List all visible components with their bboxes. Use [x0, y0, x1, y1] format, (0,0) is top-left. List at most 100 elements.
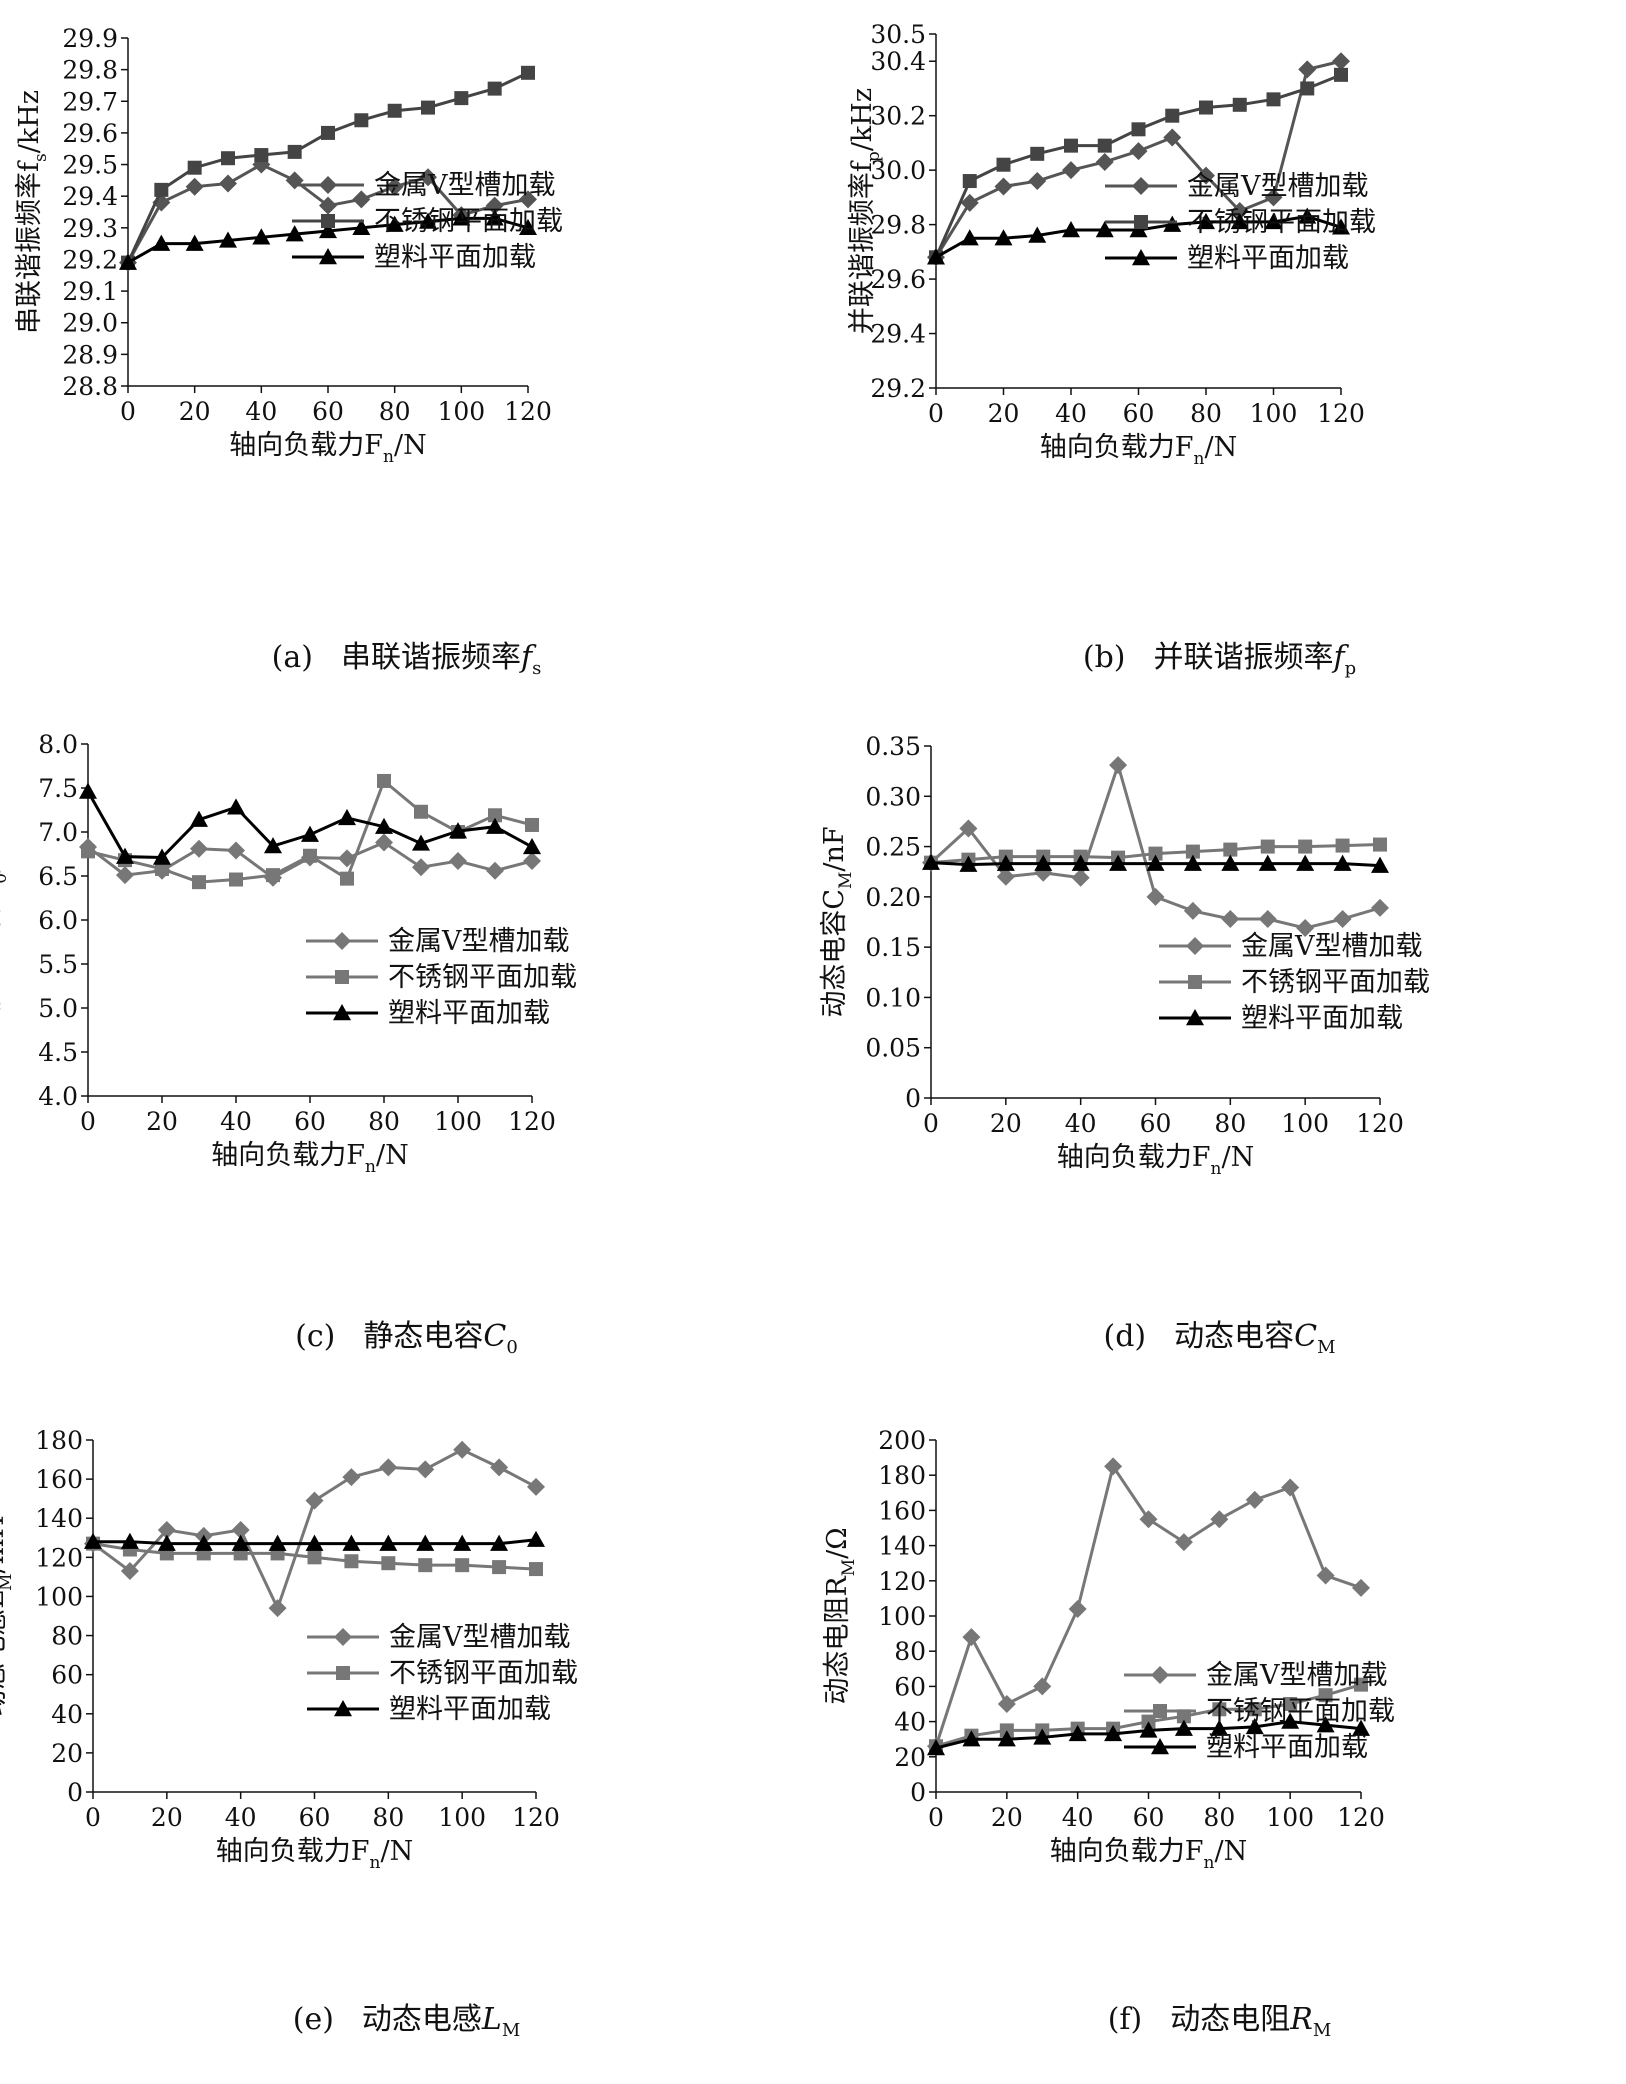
- x-tick-label: 60: [1140, 1109, 1172, 1138]
- data-point: [1245, 1717, 1264, 1735]
- data-point: [488, 808, 502, 823]
- data-point: [1071, 868, 1090, 887]
- chart-panel-c: 4.0 4.5 5.0 5.5 6.0 6.5 7.0 7.5 8.0 0 20 40 60 80 100 1…: [0, 694, 813, 1388]
- data-point: [1146, 854, 1165, 871]
- y-tick-label: 30.4: [870, 47, 926, 76]
- data-point: [1281, 1478, 1300, 1497]
- data-point: [519, 190, 537, 209]
- data-point: [1352, 1578, 1370, 1597]
- x-axis-title: 轴向负载力Fn/N: [216, 1836, 413, 1873]
- chart-panel-d: 0 0.05 0.10 0.15 0.20 0.25 0.30 0.35 0 20 40 60 80 10…: [813, 694, 1626, 1388]
- data-point: [927, 1739, 945, 1756]
- y-tick-label: 100: [35, 1582, 83, 1611]
- data-point: [1028, 172, 1047, 191]
- caption-tag: (e): [292, 2002, 334, 2037]
- data-point: [1176, 1709, 1191, 1724]
- data-point: [307, 1550, 322, 1565]
- caption-symbol: f: [520, 640, 533, 675]
- y-tick-label: 180: [878, 1461, 926, 1490]
- data-point: [1334, 67, 1348, 82]
- data-point: [319, 221, 337, 239]
- data-point: [338, 808, 356, 826]
- data-point: [287, 144, 302, 159]
- data-point: [1300, 81, 1315, 96]
- y-tick-label: 6.0: [38, 906, 78, 935]
- y-axis-title: 串联谐振频率fs/kHz: [14, 90, 51, 334]
- legend-marker: [335, 970, 349, 984]
- data-point: [485, 196, 504, 215]
- y-axis-title: 动态电容CM/nF: [819, 826, 856, 1017]
- data-point: [490, 1534, 509, 1551]
- x-tick-label: 80: [1203, 1803, 1235, 1832]
- data-point: [219, 174, 237, 193]
- data-point: [301, 825, 319, 842]
- data-point: [194, 1534, 213, 1551]
- data-point: [375, 833, 393, 852]
- data-point: [1223, 842, 1238, 857]
- legend-label: 塑料平面加载: [374, 242, 536, 273]
- data-point: [227, 841, 245, 860]
- data-point: [379, 1458, 398, 1477]
- x-tick-label: 80: [368, 1107, 400, 1136]
- data-point: [1174, 1719, 1193, 1736]
- data-point: [1034, 863, 1053, 882]
- data-point: [1318, 1688, 1333, 1703]
- data-point: [1071, 854, 1090, 871]
- data-point: [523, 837, 541, 855]
- y-tick-label: 60: [51, 1661, 83, 1690]
- panel-caption: (a) 串联谐振频率fs: [0, 632, 813, 679]
- data-point: [185, 234, 204, 251]
- y-tick-label: 28.8: [62, 372, 118, 401]
- y-tick-label: 140: [878, 1532, 926, 1561]
- data-point: [319, 196, 337, 215]
- legend-label: 不锈钢平面加载: [1241, 967, 1430, 998]
- data-point: [1210, 1510, 1229, 1529]
- legend-item: 塑料平面加载: [306, 998, 550, 1029]
- data-point: [449, 822, 467, 839]
- data-point: [264, 837, 282, 854]
- caption-subscript: M: [1312, 2020, 1332, 2041]
- y-tick-label: 29.3: [62, 214, 118, 243]
- x-tick-label: 40: [225, 1803, 257, 1832]
- data-point: [1183, 854, 1202, 871]
- x-tick-label: 120: [1317, 399, 1365, 428]
- data-point: [486, 817, 504, 834]
- x-tick-label: 40: [245, 397, 277, 426]
- caption-subscript: M: [501, 2020, 521, 2041]
- caption-symbol: R: [1290, 2002, 1313, 2037]
- data-point: [1109, 854, 1128, 871]
- x-tick-label: 20: [179, 397, 211, 426]
- data-point: [268, 1534, 287, 1551]
- data-point: [1139, 1510, 1158, 1529]
- data-point: [521, 65, 535, 80]
- y-tick-label: 29.6: [870, 265, 926, 294]
- data-point: [1062, 221, 1080, 238]
- data-point: [1131, 122, 1146, 137]
- chart-panel-a: 28.8 28.9 29.0 29.1 29.2 29.3 29.4 29.5 29.6 29.7…: [0, 0, 813, 694]
- legend-marker: [319, 248, 337, 265]
- x-tick-label: 120: [1337, 1803, 1385, 1832]
- caption-tag: (d): [1103, 1319, 1147, 1354]
- data-point: [486, 861, 504, 880]
- data-point: [996, 157, 1011, 172]
- x-axis-title: 轴向负载力Fn/N: [1050, 1836, 1247, 1873]
- legend-marker: [333, 932, 351, 950]
- x-tick-label: 100: [1266, 1803, 1314, 1832]
- y-tick-label: 28.9: [62, 340, 118, 369]
- x-axis-title: 轴向负载力Fn/N: [1040, 432, 1237, 469]
- legend-item: 不锈钢平面加载: [1124, 1696, 1395, 1727]
- x-tick-label: 40: [1062, 1803, 1094, 1832]
- caption-tag: (c): [295, 1319, 336, 1354]
- data-point: [527, 1530, 545, 1547]
- data-point: [268, 1599, 287, 1618]
- data-point: [416, 1460, 435, 1479]
- y-tick-label: 120: [878, 1567, 926, 1596]
- series-3: [119, 209, 537, 270]
- data-point: [1033, 1728, 1052, 1745]
- data-point: [487, 81, 502, 96]
- chart-svg: 0 0.05 0.10 0.15 0.20 0.25 0.30 0.35 0 20 40 60 80 10…: [819, 732, 1430, 1179]
- data-point: [154, 182, 169, 197]
- legend-marker: [1188, 975, 1202, 989]
- data-point: [1247, 1702, 1262, 1717]
- series-line: [86, 790, 533, 860]
